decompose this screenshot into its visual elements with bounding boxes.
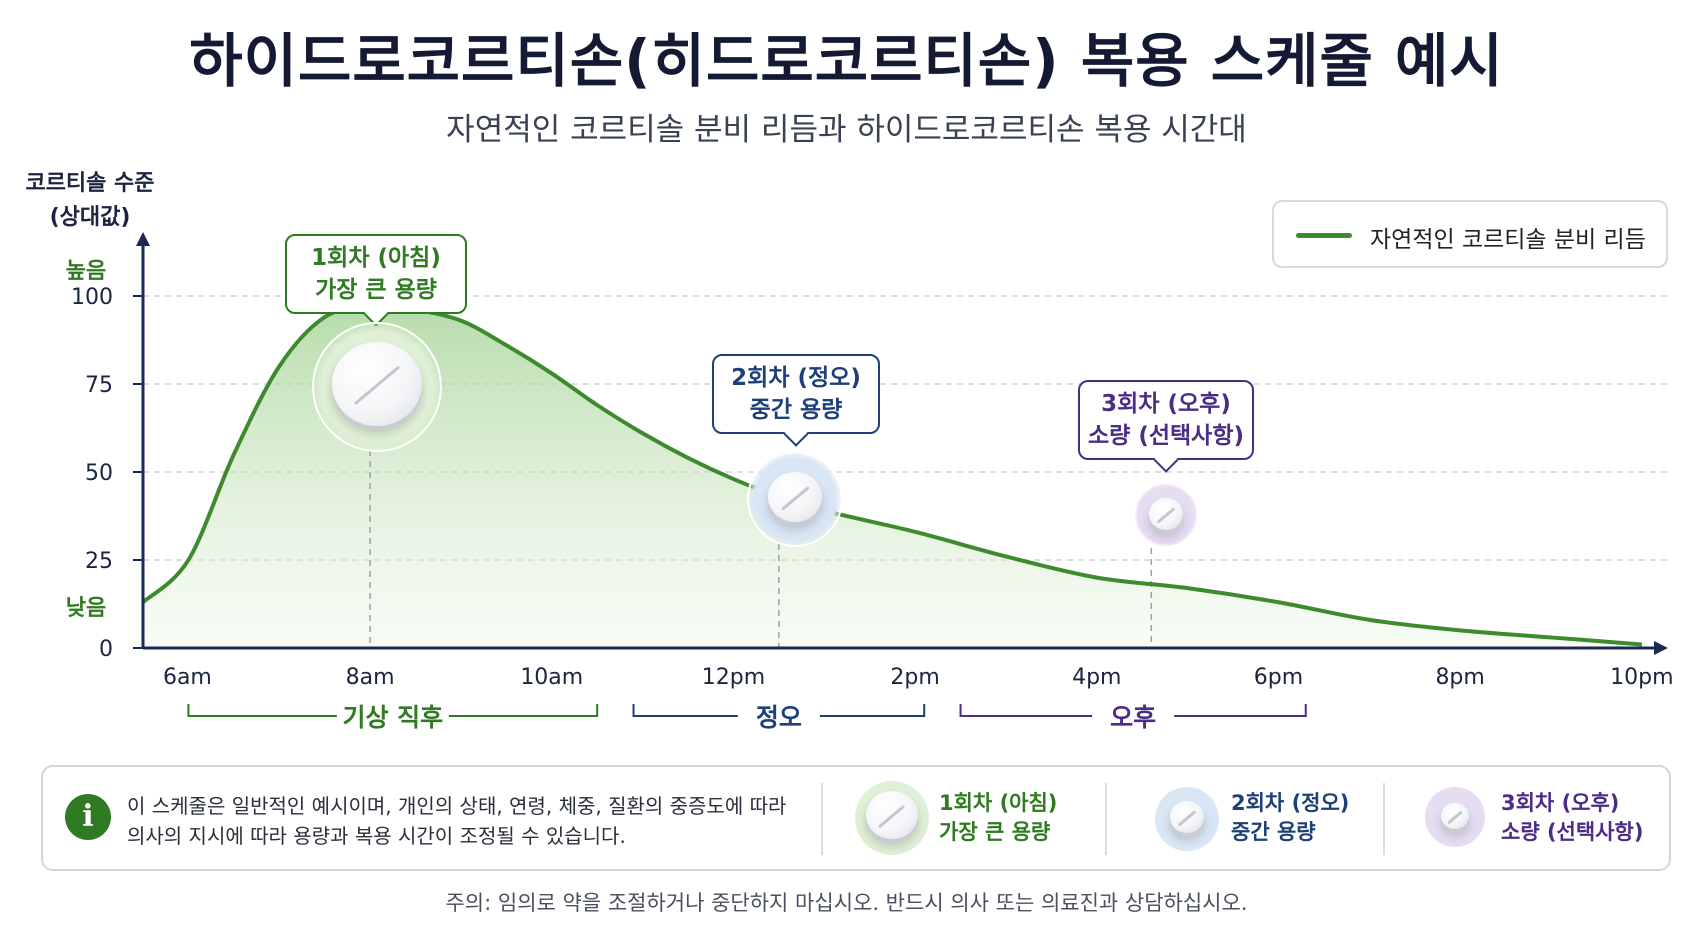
period-label: 오후	[1110, 703, 1156, 732]
legend-dose-afternoon: 3회차 (오후) 소량 (선택사항)	[1501, 789, 1643, 847]
callout-line1: 3회차 (오후)	[1101, 391, 1231, 417]
cortisol-line	[141, 304, 1642, 647]
x-tick-label: 8pm	[1435, 665, 1484, 690]
cortisol-chart: 0 25 50 75 100 6am 8am 10am 12pm 2pm 4pm 6pm 8pm 10p…	[25, 171, 1673, 732]
y-high-label: 높음	[66, 259, 106, 284]
y-low-label: 낮음	[66, 596, 106, 621]
callout-line2: 소량 (선택사항)	[1088, 423, 1244, 449]
x-tick-label: 4pm	[1072, 665, 1121, 690]
info-divider	[1105, 783, 1107, 855]
y-tick-label: 25	[85, 549, 113, 574]
callout-line2: 가장 큰 용량	[315, 277, 437, 303]
legend-dose-line2: 가장 큰 용량	[939, 820, 1051, 844]
period-bracket	[959, 704, 1093, 717]
x-axis-arrow	[1654, 641, 1668, 655]
page-title: 하이드로코르티손(히드로코르티손) 복용 스케줄 예시	[189, 27, 1504, 95]
page-subtitle: 자연적인 코르티솔 분비 리듬과 하이드로코르티손 복용 시간대	[446, 112, 1247, 148]
x-tick-label: 12pm	[702, 665, 765, 690]
y-tick-label: 75	[85, 373, 113, 398]
legend-dose-morning: 1회차 (아침) 가장 큰 용량	[939, 789, 1057, 847]
y-tick-label: 50	[85, 461, 113, 486]
x-tick-label: 10pm	[1610, 665, 1673, 690]
legend-dose-line1: 2회차 (정오)	[1231, 791, 1350, 815]
chart-legend: 자연적인 코르티솔 분비 리듬	[1272, 200, 1668, 268]
x-tick-label: 10am	[520, 665, 583, 690]
legend-line-swatch	[1296, 233, 1352, 238]
dose-callout-noon: 2회차 (정오) 중간 용량	[712, 354, 880, 447]
legend-pill-icon-morning	[866, 791, 918, 839]
footer-warning: 주의: 임의로 약을 조절하거나 중단하지 마십시오. 반드시 의사 또는 의료…	[445, 891, 1248, 915]
y-axis-title-line2: (상대값)	[50, 205, 131, 230]
legend-dose-line2: 소량 (선택사항)	[1501, 820, 1644, 844]
pill-icon-noon	[768, 472, 822, 522]
period-bracket	[632, 704, 738, 717]
legend-dose-noon: 2회차 (정오) 중간 용량	[1231, 789, 1349, 847]
legend-pill-icon-afternoon	[1441, 803, 1469, 829]
period-bracket	[819, 704, 926, 717]
period-bracket	[448, 704, 599, 717]
period-bracket	[1174, 704, 1307, 717]
pill-icon-morning	[332, 342, 422, 426]
info-divider	[1383, 783, 1385, 855]
x-tick-label: 2pm	[890, 665, 939, 690]
pill-icon-afternoon	[1149, 498, 1183, 530]
dose-callout-morning: 1회차 (아침) 가장 큰 용량	[285, 234, 467, 327]
period-brackets: 기상 직후 정오 오후	[187, 703, 1307, 732]
dose-callout-afternoon: 3회차 (오후) 소량 (선택사항)	[1078, 380, 1254, 473]
callout-line1: 2회차 (정오)	[731, 365, 861, 391]
cortisol-area	[143, 306, 1642, 648]
period-label: 정오	[756, 703, 802, 732]
info-icon: i	[65, 794, 111, 840]
info-text: 이 스케줄은 일반적인 예시이며, 개인의 상태, 연령, 체중, 질환의 중증…	[127, 791, 786, 851]
legend-dose-line1: 1회차 (아침)	[939, 791, 1058, 815]
y-tick-label: 100	[71, 285, 113, 310]
period-label: 기상 직후	[342, 703, 443, 732]
legend-pill-icon-noon	[1170, 801, 1204, 833]
callout-line1: 1회차 (아침)	[311, 245, 441, 271]
axes	[136, 232, 1668, 655]
x-tick-label: 6am	[163, 665, 212, 690]
legend-dose-line2: 중간 용량	[1231, 820, 1316, 844]
info-line2: 의사의 지시에 따라 용량과 복용 시간이 조정될 수 있습니다.	[127, 824, 626, 848]
info-divider	[821, 783, 823, 855]
x-tick-label: 8am	[346, 665, 395, 690]
y-axis-arrow	[136, 232, 150, 246]
dose-guide-lines	[369, 450, 1153, 648]
legend-label: 자연적인 코르티솔 분비 리듬	[1370, 227, 1646, 253]
info-line1: 이 스케줄은 일반적인 예시이며, 개인의 상태, 연령, 체중, 질환의 중증…	[127, 794, 787, 818]
info-panel: i 이 스케줄은 일반적인 예시이며, 개인의 상태, 연령, 체중, 질환의 …	[41, 765, 1671, 871]
y-axis-title-line1: 코르티솔 수준	[25, 171, 154, 196]
callout-line2: 중간 용량	[749, 397, 843, 423]
x-tick-label: 6pm	[1254, 665, 1303, 690]
y-tick-label: 0	[99, 637, 113, 662]
legend-dose-line1: 3회차 (오후)	[1501, 791, 1620, 815]
period-bracket	[187, 704, 337, 717]
